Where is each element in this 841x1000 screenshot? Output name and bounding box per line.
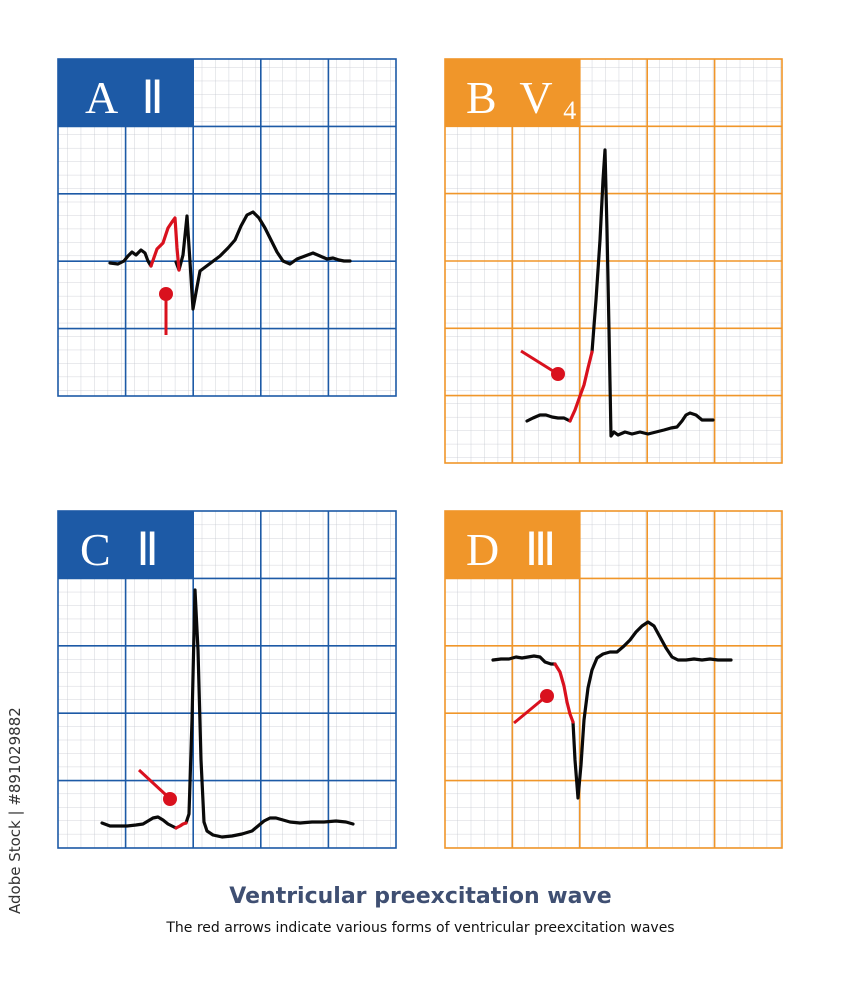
panel-a-arrow-marker — [159, 287, 173, 335]
panel-c-lead: Ⅱ — [136, 524, 159, 575]
figure-title: Ventricular preexcitation wave — [229, 884, 612, 909]
panel-d-major-grid — [444, 510, 783, 849]
panel-c-preexcitation-segment — [174, 821, 188, 830]
figure-subtitle: The red arrows indicate various forms of… — [166, 920, 675, 936]
panel-c-arrow-marker — [137, 768, 177, 806]
panel-a-label-box — [58, 59, 193, 126]
panel-a-ecg-trace — [108, 210, 352, 311]
panel-d: D Ⅲ — [444, 510, 783, 849]
panel-a-lead: Ⅱ — [141, 72, 164, 123]
panel-b: B V 4 — [444, 58, 783, 464]
panel-c-label-box — [58, 511, 193, 578]
panel-d-label-box — [445, 511, 580, 578]
panel-b-ecg-trace — [525, 148, 715, 438]
panel-a: A Ⅱ — [57, 58, 397, 397]
panel-a-major-grid — [57, 58, 397, 397]
panel-b-lead: V — [519, 72, 552, 123]
panel-d-ecg-trace — [491, 620, 733, 800]
panel-b-label-box — [445, 59, 580, 126]
panel-d-arrow-marker — [513, 689, 554, 725]
panel-b-lead-subscript: 4 — [563, 96, 576, 125]
panel-c-letter: C — [80, 524, 111, 575]
panel-c: C Ⅱ — [57, 510, 397, 849]
panel-c-ecg-trace — [100, 588, 355, 839]
panel-d-lead: Ⅲ — [525, 524, 557, 575]
panel-d-preexcitation-segment — [553, 662, 575, 724]
panel-b-arrow-marker — [520, 349, 565, 381]
svg-text:B V 4: B V 4 — [466, 72, 576, 125]
panel-b-preexcitation-segment — [568, 350, 594, 423]
panel-a-preexcitation-segment — [149, 216, 181, 272]
panel-d-letter: D — [466, 524, 499, 575]
svg-text:A Ⅱ: A Ⅱ — [85, 72, 164, 123]
panel-a-letter: A — [85, 72, 118, 123]
svg-text:C Ⅱ: C Ⅱ — [80, 524, 159, 575]
panel-b-letter: B — [466, 72, 497, 123]
svg-text:D Ⅲ: D Ⅲ — [466, 524, 556, 575]
panel-b-major-grid — [444, 58, 783, 464]
